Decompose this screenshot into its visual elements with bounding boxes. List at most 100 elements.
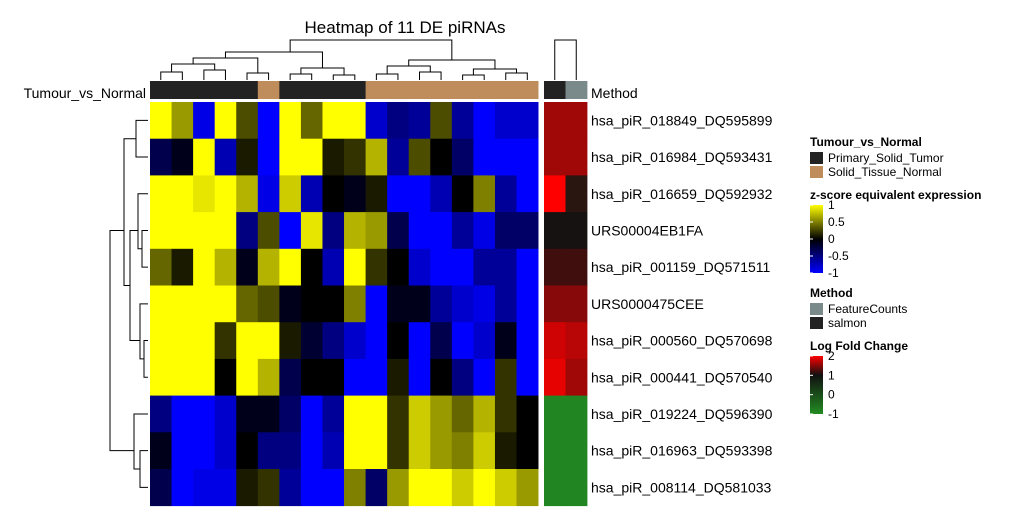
heatmap-cell — [193, 322, 216, 360]
group-annotation-bar — [150, 81, 539, 99]
lfc-cell — [544, 102, 566, 140]
row-label: URS0000475CEE — [591, 296, 704, 312]
heatmap-cell — [171, 175, 194, 213]
heatmap-cell — [430, 432, 453, 470]
lfc-cell — [565, 322, 588, 360]
heatmap-cell — [150, 102, 172, 140]
row-label: hsa_piR_016963_DQ593398 — [591, 443, 773, 459]
heatmap-cell — [150, 432, 172, 470]
lfc-cell — [544, 358, 566, 396]
heatmap-cell — [257, 469, 280, 507]
lfc-cell — [565, 469, 588, 507]
legend-zscore-tick: -1 — [828, 266, 839, 280]
heatmap-cell — [150, 138, 172, 176]
heatmap-cell — [473, 395, 496, 433]
heatmap-cell — [344, 175, 366, 213]
heatmap-cell — [451, 285, 474, 323]
column-dendrogram-branch — [289, 73, 313, 80]
column-dendrogram-branch — [160, 71, 183, 80]
heatmap-cell — [236, 212, 259, 250]
heatmap-cell — [387, 138, 410, 176]
method-annotation-bar — [544, 81, 588, 99]
lfc-cell — [544, 432, 566, 470]
heatmap-cell — [214, 138, 237, 176]
heatmap-cell — [171, 395, 194, 433]
heatmap-cell — [451, 395, 474, 433]
heatmap-cell — [171, 248, 194, 286]
row-label: hsa_piR_018849_DQ595899 — [591, 112, 773, 128]
heatmap-cell — [365, 138, 388, 176]
legend-method-label: FeatureCounts — [828, 302, 907, 316]
heatmap-cell — [494, 358, 517, 396]
lfc-cell — [565, 175, 588, 213]
heatmap-cell — [171, 358, 194, 396]
legend-group-swatch — [810, 152, 823, 164]
heatmap-cell — [322, 212, 345, 250]
lfc-cell — [544, 395, 566, 433]
heatmap-cell — [387, 212, 410, 250]
heatmap-cell — [193, 358, 216, 396]
heatmap-cell — [494, 138, 517, 176]
heatmap-cell — [516, 248, 539, 286]
column-dendrogram-branch — [332, 74, 356, 80]
column-dendrogram-branch — [289, 39, 453, 60]
heatmap-cell — [516, 395, 539, 433]
lfc-cell — [565, 102, 588, 140]
heatmap-cell — [236, 358, 259, 396]
legend-group-label: Primary_Solid_Tumor — [828, 151, 944, 165]
heatmap-cell — [257, 322, 280, 360]
heatmap-cell — [430, 175, 453, 213]
heatmap-cell — [387, 322, 410, 360]
lfc-cell — [544, 138, 566, 176]
legend-zscore-tick: 1 — [828, 198, 835, 212]
heatmap-cell — [365, 285, 388, 323]
legend-group-label: Solid_Tissue_Normal — [828, 165, 942, 179]
heatmap-cell — [387, 432, 410, 470]
heatmap-cell — [387, 469, 410, 507]
heatmap-cell — [494, 102, 517, 140]
heatmap-cell — [300, 469, 323, 507]
lfc-cell — [565, 138, 588, 176]
heatmap-cell — [214, 248, 237, 286]
heatmap-cell — [408, 248, 431, 286]
heatmap-cell — [365, 395, 388, 433]
heatmap-cell — [279, 285, 302, 323]
legend-lfc-title: Log Fold Change — [810, 339, 908, 353]
heatmap-cell — [516, 138, 539, 176]
heatmap-cell — [279, 395, 302, 433]
legend-method-swatch — [810, 317, 823, 329]
lfc-cells — [544, 102, 588, 507]
heatmap-cell — [494, 285, 517, 323]
heatmap-cell — [214, 285, 237, 323]
heatmap-cell — [408, 395, 431, 433]
heatmap-cell — [322, 432, 345, 470]
heatmap-cell — [408, 138, 431, 176]
legend-group-title: Tumour_vs_Normal — [810, 135, 922, 149]
heatmap-cell — [344, 322, 366, 360]
row-label: hsa_piR_000441_DQ570540 — [591, 369, 773, 385]
heatmap-cell — [408, 358, 431, 396]
column-dendrogram-branch — [462, 74, 485, 80]
heatmap-cell — [344, 212, 366, 250]
heatmap-cell — [236, 138, 259, 176]
legends: Tumour_vs_Normal Primary_Solid_TumorSoli… — [810, 135, 981, 421]
heatmap-cell — [387, 102, 410, 140]
group-annotation-cell — [279, 81, 302, 99]
row-dendrogram-branch — [133, 413, 148, 470]
heatmap-cell — [300, 395, 323, 433]
row-dendrogram-branch — [137, 193, 148, 250]
heatmap-cell — [430, 212, 453, 250]
heatmap-cell — [279, 138, 302, 176]
heatmap-cell — [408, 175, 431, 213]
heatmap-cell — [516, 432, 539, 470]
heatmap-cell — [365, 469, 388, 507]
heatmap-cell — [279, 175, 302, 213]
legend-lfc-ticks: 2 1 0 -1 — [810, 349, 839, 421]
lfc-cell — [544, 322, 566, 360]
heatmap-cell — [257, 102, 280, 140]
heatmap-cell — [300, 138, 323, 176]
heatmap-cell — [150, 248, 172, 286]
